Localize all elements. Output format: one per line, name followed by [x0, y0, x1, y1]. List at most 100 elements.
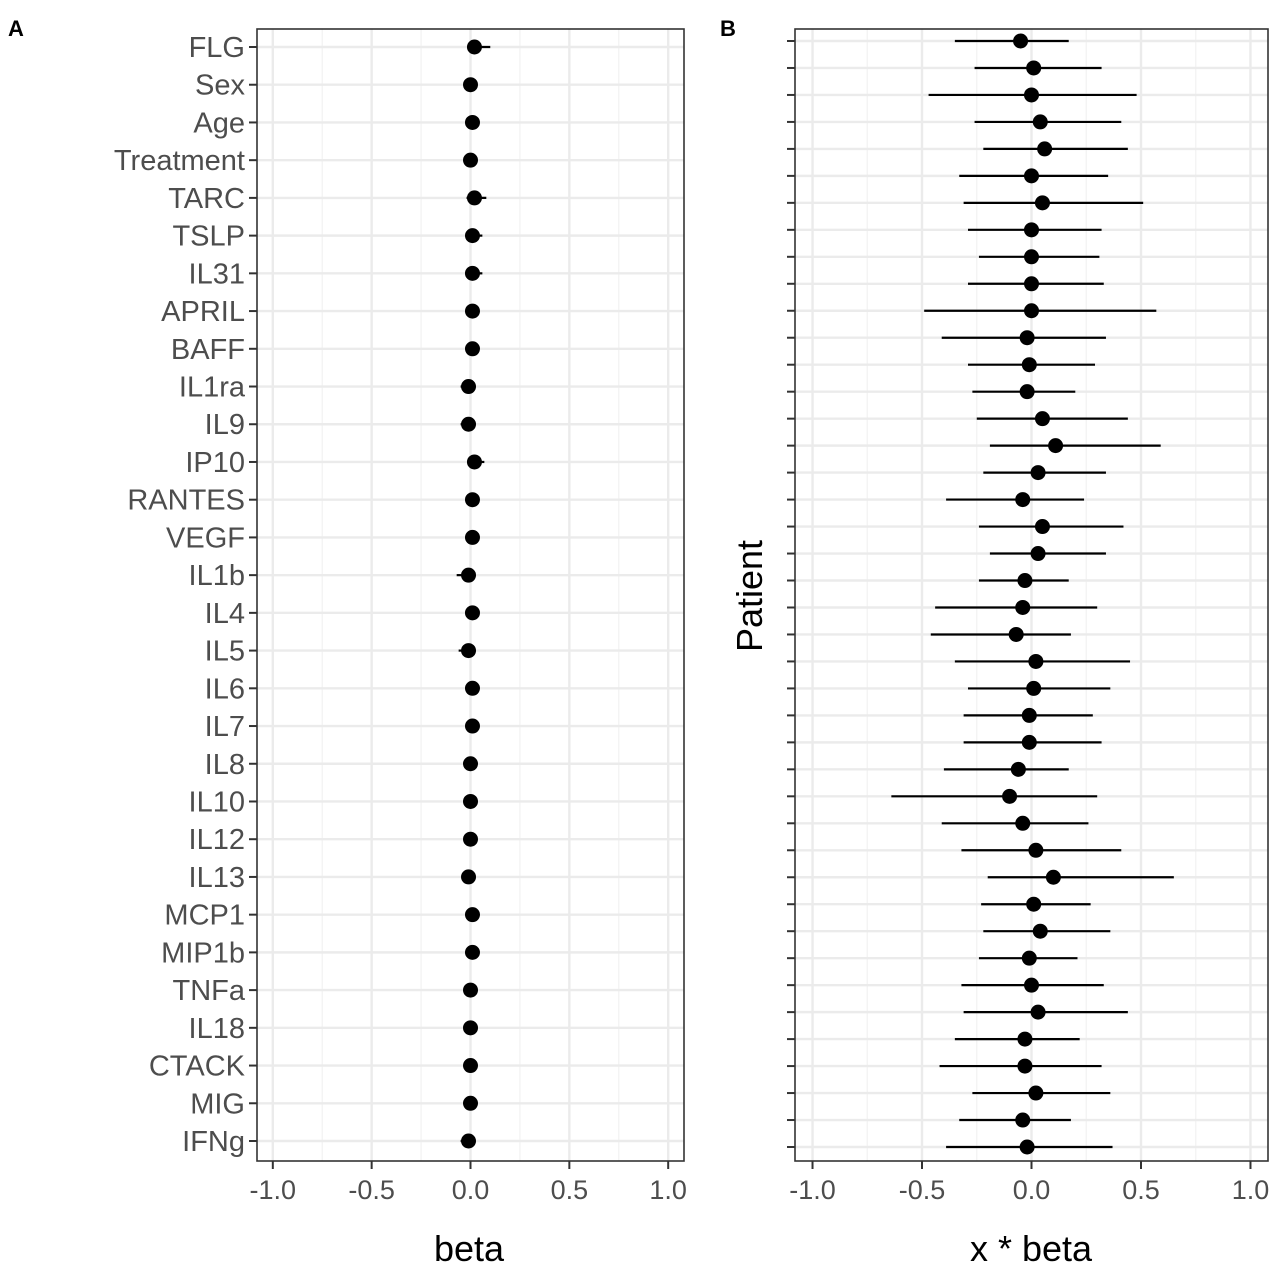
panel-a-y-tick-label: RANTES [127, 485, 245, 517]
panel-b-point-16 [1048, 438, 1064, 454]
panel-b-point-28 [1010, 761, 1026, 777]
panel-letter-a: A [8, 16, 24, 41]
panel-a-point-25 [464, 944, 480, 960]
panel-a-y-tick-label: VEGF [166, 522, 245, 554]
panel-b-point-10 [1024, 276, 1039, 292]
panel-a-point-29 [463, 1095, 478, 1111]
panel-a-x-tick-label: -1.0 [250, 1175, 297, 1205]
panel-a-x-tick-label: 1.0 [649, 1175, 687, 1205]
panel-b-point-33 [1026, 896, 1042, 912]
panel-a-y-tick-label: IL1ra [179, 372, 246, 404]
panel-a-forest-plot: FLG Sex Age Treatment TARC TSLP IL31 APRIL BAFF I… [114, 28, 687, 1205]
panel-a-point-13 [464, 492, 480, 508]
panel-b-point-29 [1002, 788, 1018, 804]
panel-b-point-14 [1019, 384, 1035, 400]
panel-b-x-axis-title: x * beta [970, 1228, 1093, 1269]
panel-a-y-tick-label: IL13 [189, 862, 245, 894]
panel-a-point-17 [461, 643, 477, 659]
panel-b-point-36 [1024, 977, 1039, 993]
panel-a-point-27 [463, 1020, 478, 1036]
panel-a-y-tick-label: IP10 [185, 447, 245, 479]
panel-b-point-32 [1045, 869, 1061, 885]
panel-a-x-tick-label: -0.5 [348, 1175, 395, 1205]
panel-b-point-11 [1024, 303, 1039, 319]
panel-b-y-axis-title: Patient [729, 540, 770, 652]
panel-a-y-tick-label: MIP1b [161, 937, 245, 969]
panel-a-y-tick-label: IL10 [189, 786, 245, 818]
panel-b-point-38 [1017, 1031, 1033, 1047]
panel-a-point-20 [463, 756, 478, 772]
panel-b-point-13 [1021, 357, 1037, 373]
panel-b-point-12 [1019, 330, 1035, 346]
panel-a-y-tick-label: TSLP [172, 221, 245, 253]
panel-b-point-6 [1024, 168, 1039, 184]
panel-b-point-42 [1019, 1139, 1035, 1155]
panel-a-y-tick-label: IL9 [205, 409, 245, 441]
panel-b-point-8 [1024, 222, 1039, 238]
panel-a-point-21 [463, 793, 478, 809]
panel-b-x-tick-label: -1.0 [789, 1175, 836, 1205]
panel-a-y-tick-label: IL7 [205, 711, 245, 743]
panel-a-point-28 [463, 1058, 478, 1074]
panel-b-point-31 [1028, 842, 1044, 858]
panel-b-point-24 [1028, 653, 1044, 669]
panel-a-point-10 [461, 379, 477, 395]
panel-b-forest-plot: -1.0 -0.5 0.0 0.5 1.0 [787, 28, 1269, 1205]
panel-a-point-23 [461, 869, 477, 885]
panel-a-point-1 [466, 39, 482, 55]
panel-b-point-9 [1024, 249, 1039, 265]
panel-a-point-6 [464, 228, 480, 244]
panel-a-y-tick-label: MIG [190, 1088, 245, 1120]
panel-a-y-tick-label: BAFF [171, 334, 245, 366]
panel-a-point-4 [463, 152, 478, 168]
panel-a-point-24 [464, 907, 480, 923]
panel-a-point-8 [464, 303, 480, 319]
panel-b-point-41 [1015, 1112, 1031, 1128]
panel-b-point-23 [1008, 626, 1024, 642]
panel-a-point-12 [466, 454, 482, 470]
panel-a-y-tick-label: IL31 [189, 258, 245, 290]
panel-b-point-4 [1032, 114, 1048, 130]
panel-b-point-15 [1034, 411, 1050, 427]
panel-b-point-26 [1021, 707, 1037, 723]
panel-a-y-tick-label: IL4 [205, 598, 245, 630]
panel-b-x-tick-label: 0.0 [1013, 1175, 1051, 1205]
panel-a-point-5 [466, 190, 482, 206]
panel-a-point-16 [464, 605, 480, 621]
panel-b-point-40 [1028, 1085, 1044, 1101]
panel-a-point-18 [464, 680, 480, 696]
panel-a-y-tick-label: IL5 [205, 636, 245, 668]
panel-b-point-35 [1021, 950, 1037, 966]
panel-b-point-1 [1013, 33, 1029, 49]
panel-b-point-7 [1034, 195, 1050, 211]
panel-a-y-tick-label: IL8 [205, 749, 245, 781]
panel-b-point-30 [1015, 815, 1031, 831]
panel-a-y-tick-label: TARC [168, 183, 245, 215]
panel-b-point-21 [1017, 573, 1033, 589]
panel-a-y-tick-label: IL6 [205, 673, 245, 705]
panel-b-point-19 [1034, 519, 1050, 535]
panel-b-point-17 [1030, 465, 1046, 481]
panel-a-point-11 [461, 416, 477, 432]
panel-a-point-3 [464, 114, 480, 130]
panel-b-point-5 [1037, 141, 1053, 157]
panel-a-x-tick-label: 0.5 [551, 1175, 589, 1205]
panel-a-y-tick-label: Treatment [114, 145, 245, 177]
panel-a-y-tick-label: IL1b [189, 560, 245, 592]
panel-b-point-2 [1026, 60, 1042, 76]
panel-b-point-3 [1024, 87, 1039, 103]
panel-a-point-14 [464, 529, 480, 545]
panel-a-y-tick-label: IFNg [182, 1126, 245, 1158]
panel-b-point-22 [1015, 599, 1031, 615]
panel-a-y-tick-label: IL18 [189, 1013, 245, 1045]
panel-b-point-18 [1015, 492, 1031, 508]
panel-a-point-30 [461, 1133, 477, 1149]
panel-a-y-tick-label: FLG [189, 32, 245, 64]
panel-a-point-2 [463, 77, 478, 93]
panel-a-point-22 [463, 831, 478, 847]
panel-a-point-19 [464, 718, 480, 734]
panel-b-point-27 [1021, 734, 1037, 750]
panel-a-y-tick-label: MCP1 [164, 900, 245, 932]
panel-b-point-39 [1017, 1058, 1033, 1074]
